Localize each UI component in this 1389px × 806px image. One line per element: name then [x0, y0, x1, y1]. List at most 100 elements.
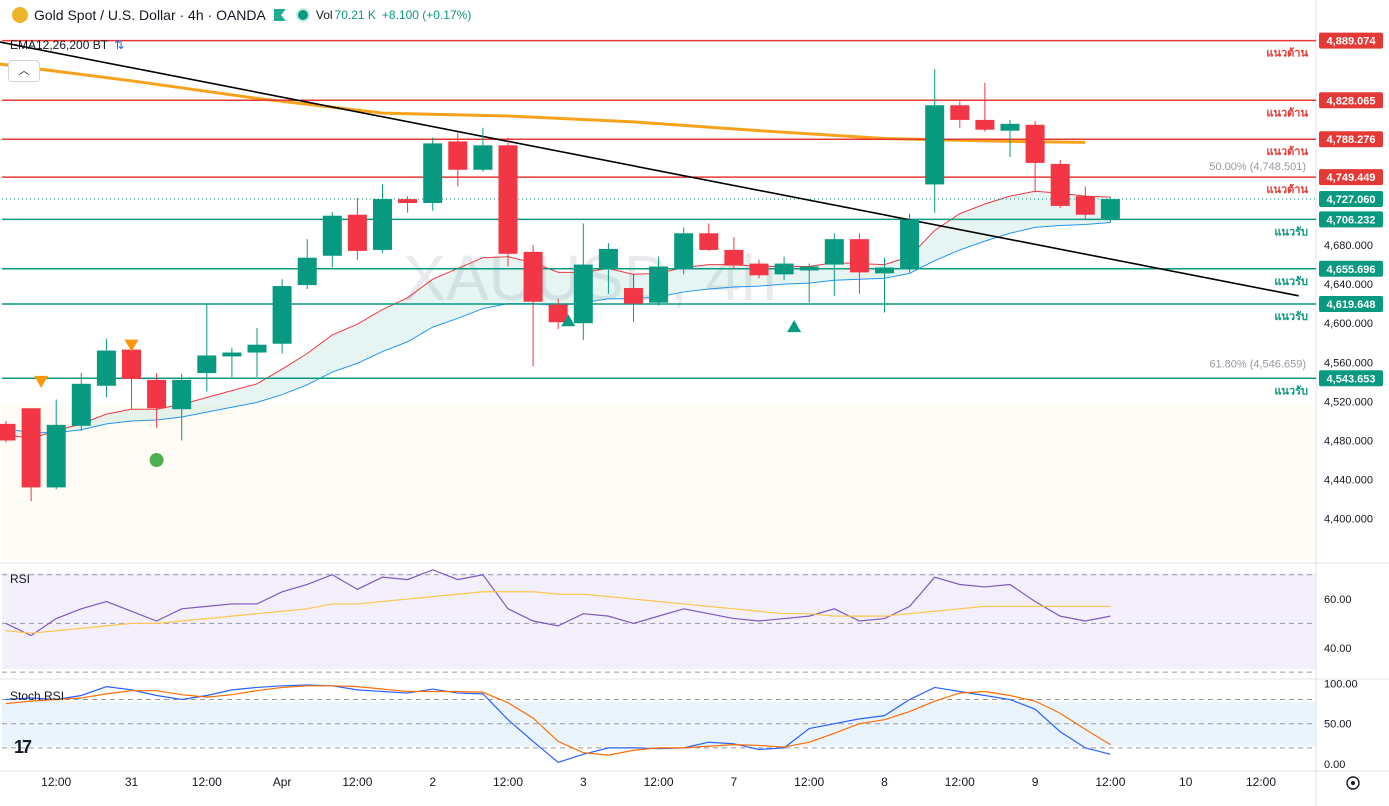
candle-body — [222, 352, 242, 357]
rsi-tick-label: 60.00 — [1324, 594, 1352, 606]
candle[interactable] — [247, 328, 267, 377]
buy-signal-marker-4 — [787, 320, 802, 333]
candle[interactable] — [222, 347, 242, 377]
candle[interactable] — [71, 373, 91, 431]
candle[interactable] — [724, 237, 744, 270]
price-tick-label: 4,440.000 — [1324, 475, 1373, 487]
stoch-pane-title: Stoch RSI — [10, 689, 65, 703]
candle[interactable] — [799, 263, 819, 303]
candle[interactable] — [473, 127, 493, 172]
trend-line[interactable] — [0, 41, 1299, 297]
candle[interactable] — [975, 82, 995, 132]
resistance-label-0: แนวต้าน — [1266, 47, 1308, 60]
candle[interactable] — [875, 257, 894, 313]
time-tick-label: 31 — [125, 775, 139, 789]
candle-body — [875, 267, 894, 274]
candle-body — [398, 199, 418, 203]
price-tick-label: 4,520.000 — [1324, 396, 1373, 408]
candle[interactable] — [523, 245, 543, 367]
candle[interactable] — [900, 213, 920, 273]
time-axis[interactable]: 12:00 31 12:00 Apr 12:00 2 12:00 3 12:00 7 12:00 8 1… — [41, 775, 1276, 789]
time-tick-label: 3 — [580, 775, 587, 789]
candle-body — [423, 143, 443, 203]
resistance-label-1: แนวต้าน — [1266, 106, 1308, 119]
candle[interactable] — [322, 211, 342, 268]
candle[interactable] — [147, 373, 167, 428]
candle-body — [147, 379, 167, 409]
candle[interactable] — [1025, 120, 1045, 193]
candle[interactable] — [548, 298, 568, 330]
candle[interactable] — [824, 233, 844, 296]
candle[interactable] — [347, 198, 367, 260]
support-price-tag-text-4: 4,706.232 — [1327, 214, 1376, 226]
candle[interactable] — [1050, 159, 1070, 208]
market-flag-icon — [273, 9, 286, 21]
candle[interactable] — [950, 101, 970, 128]
stoch-tick-label: 100.00 — [1324, 678, 1358, 690]
fib-label-0: 50.00% (4,748.501) — [1209, 161, 1306, 173]
candle[interactable] — [749, 259, 769, 279]
candle[interactable] — [774, 256, 794, 281]
candle[interactable] — [398, 196, 418, 213]
candle[interactable] — [498, 137, 518, 267]
candle[interactable] — [172, 374, 192, 441]
candle[interactable] — [674, 227, 694, 275]
candle-body — [950, 105, 970, 120]
candle-body — [975, 119, 995, 130]
candle[interactable] — [423, 137, 443, 211]
candle[interactable] — [272, 279, 292, 354]
settings-gear-icon[interactable] — [1346, 776, 1360, 790]
candle[interactable] — [649, 256, 669, 306]
candle-body — [21, 408, 41, 488]
indicator-settings-icon[interactable]: ⇅ — [114, 38, 125, 52]
candle-body — [925, 105, 945, 185]
candle-body — [297, 257, 317, 286]
ema-cloud — [6, 191, 1111, 439]
price-axis[interactable]: 4,889.074 4,828.065 4,788.276 4,749.449 4,70… — [1319, 32, 1383, 771]
candle-body — [573, 264, 593, 324]
candle[interactable] — [598, 243, 618, 294]
candle[interactable] — [96, 338, 116, 398]
time-tick-label: Apr — [273, 775, 292, 789]
indicator-legend[interactable]: EMA12,26,200 BT ⇅ — [10, 38, 124, 52]
collapse-legend-button[interactable]: ︿ — [8, 60, 40, 82]
candle-body — [548, 304, 568, 323]
candle[interactable] — [448, 131, 468, 187]
candle-body — [900, 219, 920, 270]
candle[interactable] — [925, 69, 945, 213]
gold-symbol-icon — [12, 7, 28, 23]
tradingview-logo[interactable]: 17 — [14, 737, 32, 757]
candle[interactable] — [624, 274, 643, 323]
candle[interactable] — [1075, 186, 1095, 220]
candle[interactable] — [1100, 197, 1120, 223]
symbol-title[interactable]: Gold Spot / U.S. Dollar · 4h · OANDA — [34, 7, 266, 23]
resistance-label-3: แนวต้าน — [1266, 183, 1308, 196]
candle-body — [322, 215, 342, 256]
candle[interactable] — [297, 239, 317, 289]
candle[interactable] — [849, 233, 869, 294]
candle-body — [373, 199, 392, 250]
price-change: +8.100 (+0.17%) — [381, 8, 472, 22]
candle-body — [724, 249, 744, 266]
candle[interactable] — [0, 420, 16, 443]
volume-visibility-icon[interactable] — [295, 8, 310, 22]
candle[interactable] — [197, 303, 217, 392]
candle[interactable] — [21, 408, 41, 502]
resistance-price-tag-1 — [1319, 92, 1383, 109]
time-tick-label: 12:00 — [192, 775, 222, 789]
candle[interactable] — [373, 184, 392, 253]
candle[interactable] — [1000, 119, 1020, 158]
resistance-price-tag-text-0: 4,889.074 — [1327, 36, 1377, 48]
candle[interactable] — [46, 399, 66, 490]
price-tick-label: 4,480.000 — [1324, 435, 1373, 447]
candle-body — [197, 355, 217, 374]
candle[interactable] — [699, 223, 719, 251]
stoch-tick-label: 0.00 — [1324, 759, 1345, 771]
candle[interactable] — [122, 343, 141, 410]
candle-body — [0, 423, 16, 441]
candle-body — [624, 288, 643, 304]
candle[interactable] — [573, 223, 593, 340]
support-price-tag-text-6: 4,619.648 — [1327, 299, 1376, 311]
time-tick-label: 2 — [429, 775, 436, 789]
